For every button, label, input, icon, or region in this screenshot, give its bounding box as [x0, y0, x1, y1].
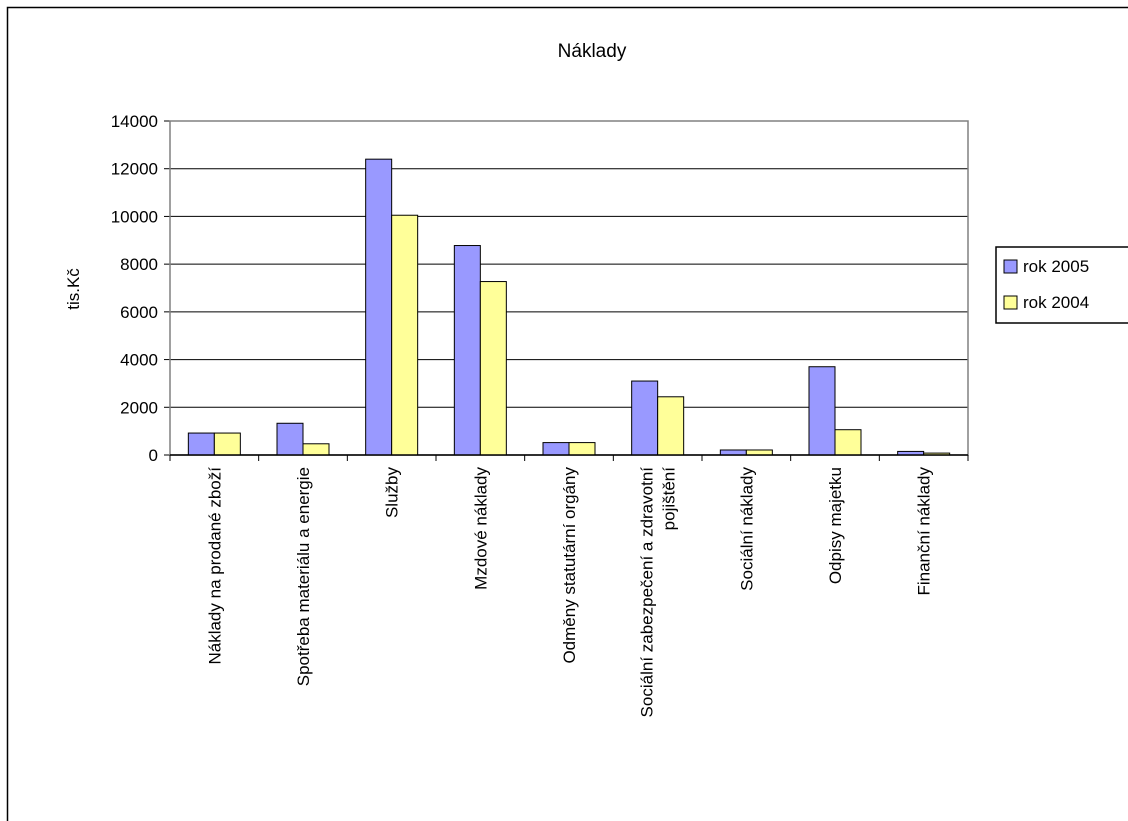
- y-tick-label: 6000: [120, 303, 158, 322]
- y-tick-label: 12000: [111, 160, 158, 179]
- bar: [391, 214, 419, 456]
- bar: [719, 449, 747, 456]
- bar: [365, 158, 393, 456]
- bar: [453, 245, 481, 456]
- x-tick-label: Odpisy majetku: [826, 467, 845, 584]
- x-tick-label-line: Mzdové náklady: [471, 467, 490, 590]
- x-tick-label: Odměny statutární orgány: [560, 467, 579, 664]
- x-tick-label: Služby: [383, 467, 402, 519]
- legend: rok 2005 rok 2004: [995, 246, 1128, 324]
- y-tick-label: 8000: [120, 255, 158, 274]
- bar: [568, 442, 596, 456]
- x-tick-label-line: Odpisy majetku: [826, 467, 845, 584]
- bar: [187, 432, 215, 456]
- bar: [479, 281, 507, 456]
- x-tick-label-line: Náklady na prodané zboží: [205, 467, 224, 665]
- bar: [808, 366, 836, 456]
- bar: [542, 442, 570, 456]
- x-tick-label: Spotřeba materiálu a energie: [294, 467, 313, 686]
- x-tick-label-line: pojištění: [660, 467, 679, 531]
- x-tick-label-line: Sociální zabezpečení a zdravotní: [638, 467, 657, 718]
- bar: [213, 432, 241, 456]
- bar: [302, 443, 330, 456]
- x-tick-label-line: Služby: [383, 467, 402, 519]
- y-tick-label: 4000: [120, 351, 158, 370]
- bar: [657, 396, 685, 456]
- plot-area: 0 2000 4000 6000 8000 10000 12000 14000 Náklady …: [111, 112, 969, 718]
- x-tick-label-line: Sociální náklady: [737, 467, 756, 591]
- x-tick-label: Sociální zabezpečení a zdravotní pojištěn…: [638, 467, 679, 718]
- y-tick-label: 2000: [120, 398, 158, 417]
- legend-swatch: [1003, 295, 1018, 310]
- chart-title: Náklady: [558, 41, 627, 62]
- y-tick-label: 0: [149, 446, 158, 465]
- x-tick-label-line: Finanční náklady: [915, 467, 934, 596]
- bar: [745, 449, 773, 456]
- legend-swatch: [1003, 259, 1018, 274]
- x-tick-label: Mzdové náklady: [471, 467, 490, 590]
- bar: [631, 380, 659, 456]
- legend-box: [995, 246, 1128, 324]
- x-tick-label: Sociální náklady: [737, 467, 756, 591]
- bar: [276, 422, 304, 456]
- y-tick-label: 14000: [111, 112, 158, 131]
- y-tick-label: 10000: [111, 207, 158, 226]
- legend-label: rok 2005: [1023, 257, 1089, 276]
- legend-label: rok 2004: [1023, 293, 1089, 312]
- x-tick-label-line: Spotřeba materiálu a energie: [294, 467, 313, 686]
- x-tick-label: Náklady na prodané zboží: [205, 467, 224, 665]
- y-axis-label: tis.Kč: [64, 268, 83, 310]
- x-tick-label-line: Odměny statutární orgány: [560, 467, 579, 664]
- bar: [834, 429, 862, 456]
- x-tick-label: Finanční náklady: [915, 467, 934, 596]
- plot-background: [170, 121, 968, 455]
